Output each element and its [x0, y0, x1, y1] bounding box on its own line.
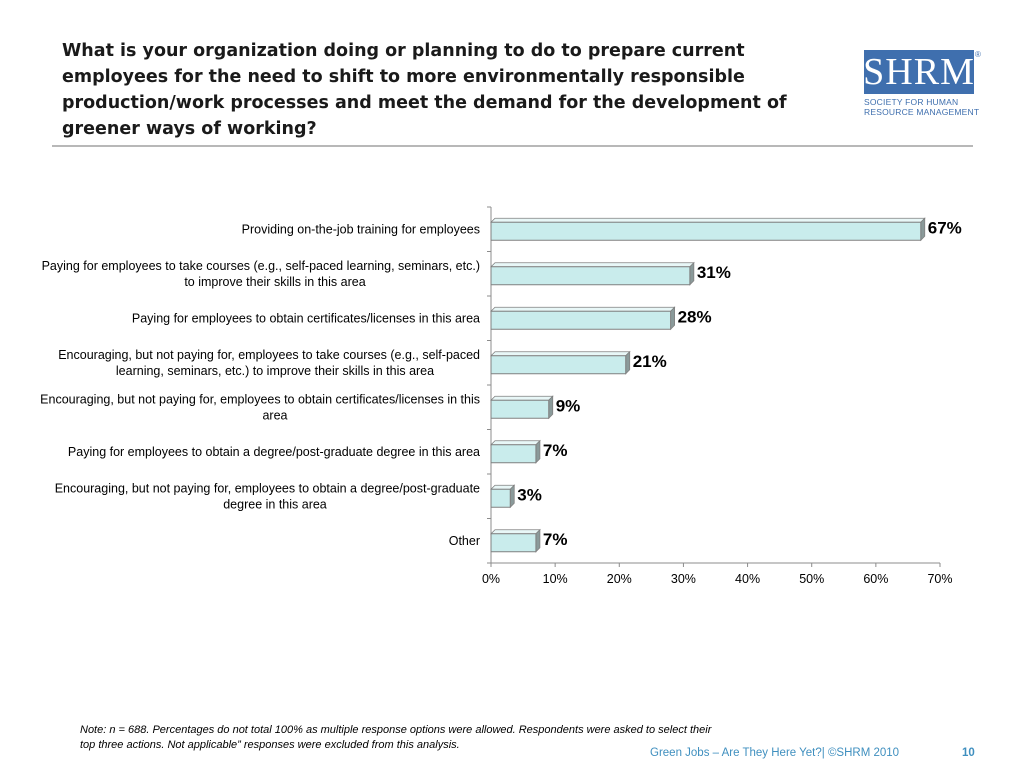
bar-top-face — [490, 440, 541, 446]
logo-registered: ® — [975, 50, 981, 59]
bar-value-label: 21% — [633, 352, 667, 371]
bar — [490, 221, 922, 241]
bar-value-label: 9% — [556, 397, 581, 416]
bar-value-label: 7% — [543, 441, 568, 460]
category-label: Encouraging, but not paying for, employe… — [55, 481, 480, 495]
page-number: 10 — [962, 747, 975, 759]
x-tick-label: 30% — [671, 572, 696, 586]
footer-text: Green Jobs – Are They Here Yet?| ©SHRM 2… — [650, 747, 900, 759]
bar-side-face — [670, 306, 675, 331]
bar — [490, 533, 537, 553]
bar-side-face — [689, 261, 695, 286]
category-label: learning, seminars, etc.) to improve the… — [116, 364, 434, 378]
x-tick-label: 10% — [543, 572, 568, 586]
x-tick-label: 50% — [799, 572, 824, 586]
bar — [490, 444, 537, 464]
category-label: Encouraging, but not paying for, employe… — [58, 348, 480, 362]
bar — [490, 266, 691, 286]
shrm-logo: SHRM ® Society for Human Resource Manage… — [863, 50, 981, 122]
bar-side-face — [920, 217, 926, 242]
page-title: What is your organization doing or plann… — [62, 41, 787, 139]
title-divider — [52, 145, 973, 147]
category-label: Paying for employees to take courses (e.… — [42, 259, 480, 273]
x-tick-label: 20% — [607, 572, 632, 586]
bar-side-face — [535, 528, 541, 553]
category-label: Other — [449, 534, 480, 548]
bar — [490, 310, 672, 330]
category-label: degree in this area — [223, 497, 327, 511]
bar-top-face — [490, 262, 695, 268]
bar — [490, 399, 550, 419]
x-tick-label: 0% — [482, 572, 500, 586]
bar-side-face — [548, 395, 554, 420]
bar-value-label: 31% — [697, 263, 731, 282]
logo-mark: SHRM — [863, 50, 975, 94]
bar-top-face — [490, 306, 676, 312]
bar-top-face — [490, 395, 554, 401]
bar-top-face — [490, 217, 926, 223]
category-label: Providing on-the-job training for employ… — [242, 222, 480, 236]
bar-side-face — [535, 439, 541, 464]
category-label: Encouraging, but not paying for, employe… — [40, 392, 480, 406]
bar-top-face — [490, 529, 541, 535]
bar-value-label: 3% — [517, 486, 542, 505]
category-label: Paying for employees to obtain certifica… — [132, 311, 480, 325]
category-label: Paying for employees to obtain a degree/… — [68, 445, 480, 459]
bar — [490, 488, 511, 508]
bar-top-face — [490, 351, 631, 357]
logo-subtitle-line1: Society for Human — [864, 97, 959, 107]
x-tick-label: 40% — [735, 572, 760, 586]
footnote: Note: n = 688. Percentages do not total … — [80, 724, 712, 751]
category-label: area — [262, 408, 287, 422]
bar-side-face — [625, 350, 631, 375]
x-tick-label: 70% — [927, 572, 952, 586]
bar-value-label: 28% — [678, 308, 712, 327]
bar-value-label: 67% — [928, 219, 962, 238]
category-label: to improve their skills in this area — [184, 275, 365, 289]
bar-chart: 0% 10% 20% 30% 40% 50% 60% 70% 67% Providing on-t… — [40, 206, 962, 586]
x-tick-label: 60% — [863, 572, 888, 586]
bar — [490, 355, 627, 375]
bar-side-face — [509, 484, 515, 509]
logo-subtitle-line2: Resource Management — [864, 107, 980, 117]
logo-subtitle: Society for Human Resource Management — [864, 97, 980, 117]
bar-value-label: 7% — [543, 530, 568, 549]
